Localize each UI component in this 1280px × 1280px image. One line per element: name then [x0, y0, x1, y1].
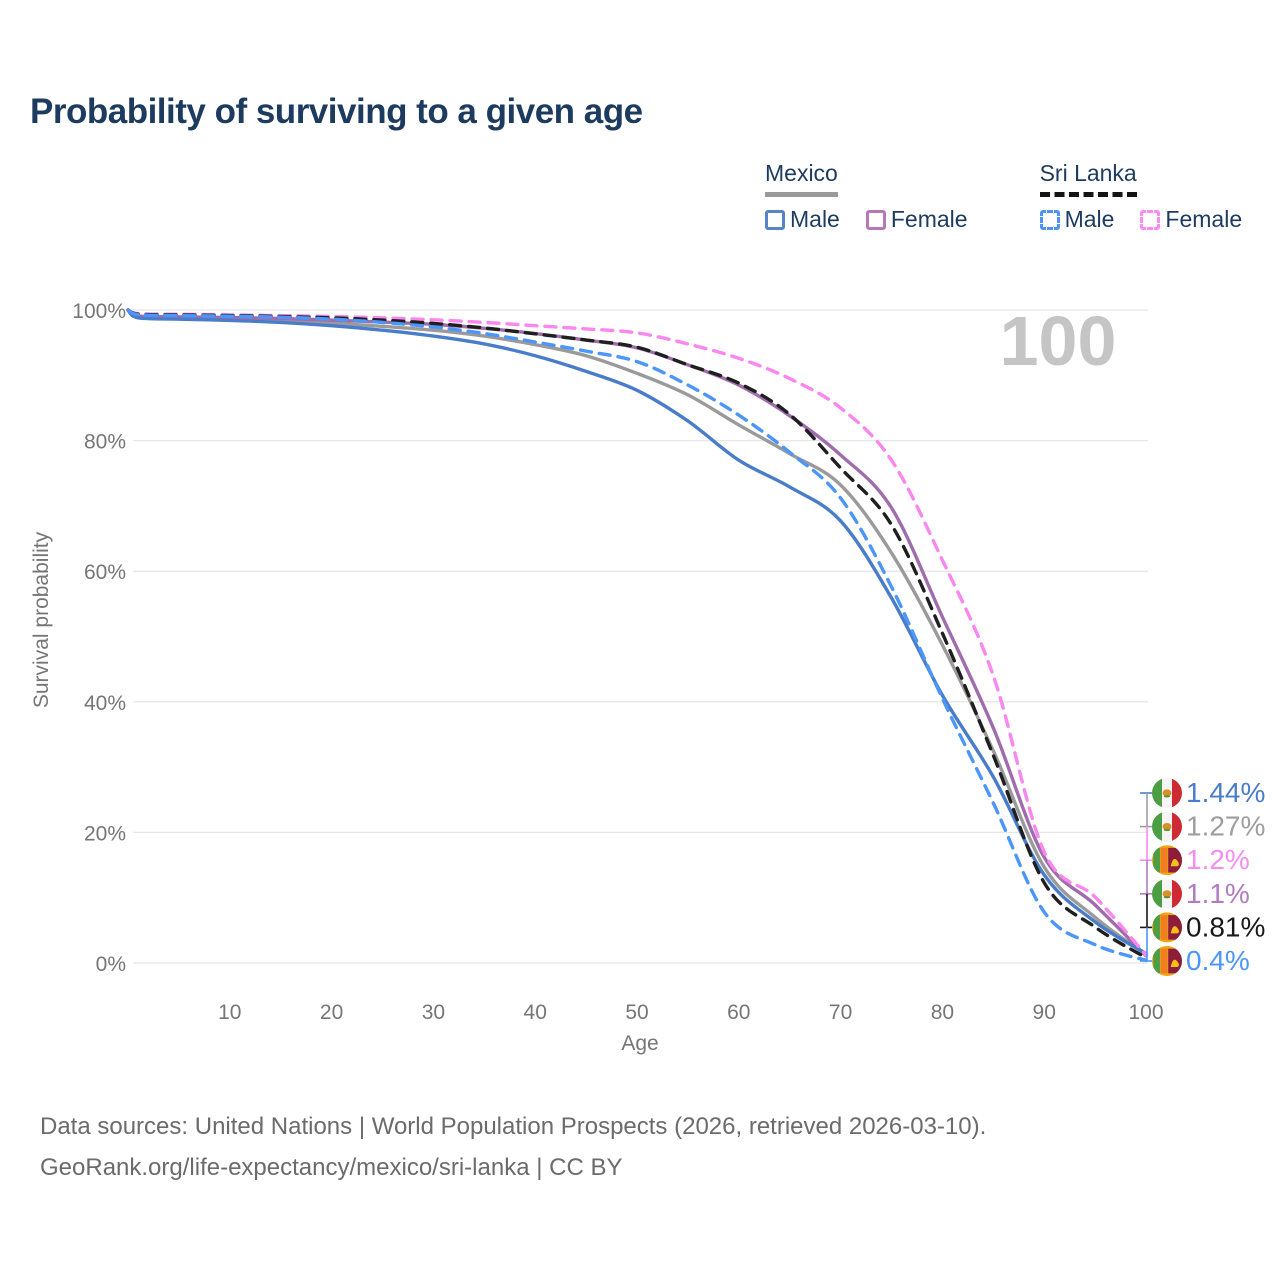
series-line-sri-lanka-male[interactable]	[126, 308, 1148, 963]
attribution-line: GeoRank.org/life-expectancy/mexico/sri-l…	[40, 1154, 623, 1181]
end-value-label-sri-lanka-male: 0.4%	[1186, 945, 1250, 976]
y-tick-label: 80%	[84, 431, 126, 454]
y-tick-label: 0%	[96, 953, 126, 976]
legend-group-sri-lanka: Sri Lanka Male Female	[1039, 160, 1242, 233]
sri-lanka-female-checkbox[interactable]	[1140, 209, 1161, 230]
y-tick-label: 40%	[84, 692, 126, 715]
hovered-age-watermark: 100	[1000, 302, 1117, 380]
end-value-label-sri-lanka-both: 0.81%	[1186, 911, 1265, 942]
legend-item-mexico-male[interactable]: Male	[765, 206, 840, 233]
legend-group-mexico: Mexico Male Female	[765, 160, 968, 233]
chart-footer: Data sources: United Nations | World Pop…	[40, 1106, 986, 1188]
mexico-male-checkbox[interactable]	[765, 209, 785, 230]
x-tick-label: 60	[727, 1001, 750, 1024]
data-sources-line: Data sources: United Nations | World Pop…	[40, 1113, 987, 1140]
legend-item-label: Male	[1064, 206, 1115, 232]
legend-title-mexico[interactable]: Mexico	[765, 160, 838, 197]
x-tick-label: 90	[1033, 1001, 1056, 1024]
x-tick-label: 30	[422, 1001, 445, 1024]
legend-items-sri-lanka: Male Female	[1039, 206, 1242, 233]
x-tick-label: 80	[931, 1001, 954, 1024]
series-line-mexico-male[interactable]	[126, 308, 1148, 956]
sri-lanka-flag-icon	[1152, 912, 1182, 943]
mexico-female-checkbox[interactable]	[865, 209, 886, 230]
mexico-flag-icon	[1152, 811, 1182, 842]
x-tick-label: 20	[320, 1001, 343, 1024]
y-tick-label: 100%	[72, 300, 126, 323]
legend-items-mexico: Male Female	[765, 206, 968, 233]
sri-lanka-flag-icon	[1152, 946, 1182, 976]
page-title: Probability of surviving to a given age	[30, 92, 643, 131]
legend-item-label: Female	[890, 206, 968, 232]
series-line-sri-lanka-female[interactable]	[126, 308, 1148, 957]
x-tick-label: 50	[625, 1001, 648, 1024]
sri-lanka-flag-icon	[1152, 845, 1182, 876]
legend-title-sri-lanka[interactable]: Sri Lanka	[1039, 160, 1137, 197]
legend-item-label: Male	[790, 206, 840, 232]
mexico-flag-icon	[1152, 778, 1182, 808]
x-tick-label: 100	[1128, 1001, 1163, 1024]
legend-item-mexico-female[interactable]: Female	[865, 206, 968, 233]
x-tick-label: 40	[524, 1001, 547, 1024]
legend-item-sri-lanka-male[interactable]: Male	[1039, 206, 1115, 233]
end-value-label-mexico-female: 1.1%	[1186, 878, 1250, 909]
legend-item-sri-lanka-female[interactable]: Female	[1140, 206, 1242, 233]
sri-lanka-male-checkbox[interactable]	[1039, 209, 1060, 230]
y-axis-title: Survival probability	[30, 531, 53, 708]
end-value-label-mexico-male: 1.44%	[1186, 777, 1265, 808]
end-value-label-mexico-both: 1.27%	[1186, 811, 1265, 842]
end-value-label-sri-lanka-female: 1.2%	[1186, 844, 1250, 875]
x-axis-title: Age	[621, 1032, 658, 1055]
legend-item-label: Female	[1165, 206, 1243, 232]
x-tick-label: 10	[218, 1001, 241, 1024]
legend: Mexico Male Female Sri Lanka Male Female	[765, 160, 1242, 233]
series-line-sri-lanka-both[interactable]	[126, 308, 1148, 960]
mexico-flag-icon	[1152, 878, 1182, 909]
series-line-mexico-female[interactable]	[126, 308, 1148, 958]
y-tick-label: 60%	[84, 561, 126, 584]
y-tick-label: 20%	[84, 822, 126, 845]
x-tick-label: 70	[829, 1001, 852, 1024]
series-line-mexico-both[interactable]	[126, 308, 1148, 957]
